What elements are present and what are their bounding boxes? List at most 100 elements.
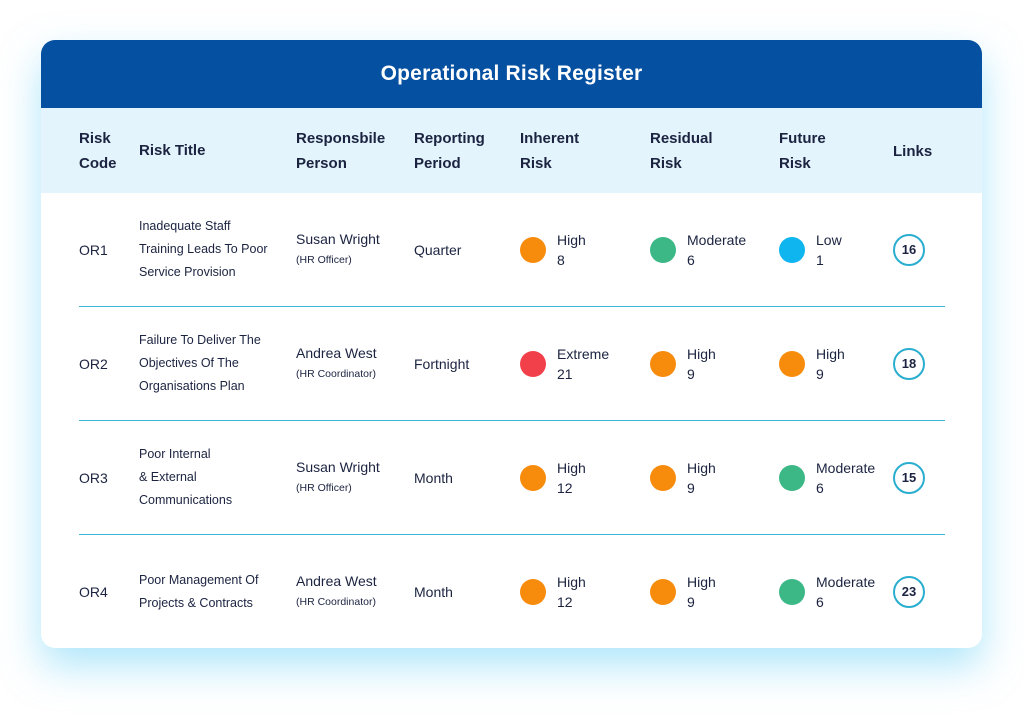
risk-level: Moderate <box>816 573 876 590</box>
risk-title-line: Organisations Plan <box>139 379 245 393</box>
links-cell: 16 <box>893 193 925 306</box>
links-cell: 18 <box>893 307 925 420</box>
header-line: Risk <box>520 155 552 172</box>
inherent-risk: High 12 <box>520 535 586 648</box>
risk-title-line: Poor Internal <box>139 447 211 461</box>
header-line: Links <box>893 143 933 160</box>
risk-title-line: Communications <box>139 493 233 507</box>
risk-level: High <box>557 459 586 476</box>
header-line: Responsbile <box>296 130 386 147</box>
inherent-risk: Extreme 21 <box>520 307 609 420</box>
person-role: (HR Coordinator) <box>296 595 376 608</box>
reporting-period: Month <box>414 469 453 486</box>
risk-level: Low <box>816 231 842 248</box>
risk-level: High <box>687 345 716 362</box>
risk-title-line: Inadequate Staff <box>139 219 231 233</box>
risk-title-line: Failure To Deliver The <box>139 333 261 347</box>
risk-level-dot-icon <box>779 578 805 605</box>
table-row[interactable]: OR1 Inadequate Staff Training Leads To Poo… <box>41 193 982 307</box>
table-row[interactable]: OR4 Poor Management Of Projects & Contract… <box>41 535 982 648</box>
risk-code: OR1 <box>79 241 108 258</box>
residual-risk: Moderate 6 <box>650 193 746 306</box>
risk-score: 6 <box>816 479 824 496</box>
header-line: Period <box>414 155 461 172</box>
risk-level: Moderate <box>687 231 747 248</box>
responsible-person: Andrea West (HR Coordinator) <box>296 307 377 420</box>
table-header: Risk Code Risk Title Responsbile Person Repor… <box>41 108 982 193</box>
risk-title-cell: Poor Internal & External Communications <box>139 421 279 534</box>
risk-code: OR2 <box>79 355 108 372</box>
future-risk: Moderate 6 <box>779 535 875 648</box>
risk-code: OR4 <box>79 583 108 600</box>
row-divider <box>79 534 945 535</box>
risk-score: 12 <box>557 593 573 610</box>
links-count-button[interactable]: 23 <box>893 575 925 608</box>
column-header-reporting-period: Reporting Period <box>414 126 485 176</box>
header-line: Risk Title <box>139 142 206 159</box>
column-header-future-risk: Future Risk <box>779 126 826 176</box>
risk-register-card: Operational Risk Register Risk Code Risk T… <box>41 40 982 648</box>
header-line: Risk <box>779 155 811 172</box>
links-count-button[interactable]: 15 <box>893 461 925 494</box>
reporting-period: Month <box>414 583 453 600</box>
header-line: Future <box>779 130 826 147</box>
risk-level-dot-icon <box>779 464 805 491</box>
risk-score: 21 <box>557 365 573 382</box>
responsible-person: Andrea West (HR Coordinator) <box>296 535 377 648</box>
risk-level-dot-icon <box>650 350 676 377</box>
column-header-risk-code: Risk Code <box>79 126 117 176</box>
risk-level: Moderate <box>816 459 876 476</box>
links-cell: 15 <box>893 421 925 534</box>
risk-score: 12 <box>557 479 573 496</box>
column-header-responsible-person: Responsbile Person <box>296 126 385 176</box>
risk-level: High <box>816 345 845 362</box>
header-line: Risk <box>79 130 111 147</box>
table-row[interactable]: OR2 Failure To Deliver The Objectives Of T… <box>41 307 982 421</box>
risk-title-line: Poor Management Of <box>139 572 259 587</box>
risk-level: High <box>687 573 716 590</box>
risk-title-line: & External <box>139 470 197 484</box>
risk-code: OR3 <box>79 469 108 486</box>
row-divider <box>79 420 945 421</box>
header-line: Risk <box>650 155 682 172</box>
risk-title-cell: Poor Management Of Projects & Contracts <box>139 535 279 648</box>
risk-level-dot-icon <box>650 578 676 605</box>
risk-level-dot-icon <box>650 464 676 491</box>
person-name: Andrea West <box>296 344 377 361</box>
header-line: Code <box>79 155 117 172</box>
column-header-links: Links <box>893 139 932 164</box>
risk-title-cell: Failure To Deliver The Objectives Of The O… <box>139 307 279 420</box>
links-cell: 23 <box>893 535 925 648</box>
risk-score: 8 <box>557 251 565 268</box>
future-risk: Low 1 <box>779 193 842 306</box>
reporting-period: Fortnight <box>414 355 470 372</box>
risk-score: 9 <box>687 593 695 610</box>
risk-title-cell: Inadequate Staff Training Leads To Poor Se… <box>139 193 279 306</box>
risk-level-dot-icon <box>779 236 805 263</box>
risk-level-dot-icon <box>520 350 546 377</box>
page-title: Operational Risk Register <box>41 40 982 108</box>
links-count-button[interactable]: 16 <box>893 233 925 266</box>
risk-title-line: Projects & Contracts <box>139 595 253 610</box>
responsible-person: Susan Wright (HR Officer) <box>296 193 380 306</box>
column-header-residual-risk: Residual Risk <box>650 126 713 176</box>
risk-level: High <box>687 459 716 476</box>
residual-risk: High 9 <box>650 421 716 534</box>
risk-score: 9 <box>687 479 695 496</box>
risk-level: High <box>557 573 586 590</box>
links-count-button[interactable]: 18 <box>893 347 925 380</box>
person-role: (HR Coordinator) <box>296 367 376 380</box>
future-risk: Moderate 6 <box>779 421 875 534</box>
risk-score: 9 <box>816 365 824 382</box>
table-row[interactable]: OR3 Poor Internal & External Communications… <box>41 421 982 535</box>
risk-level-dot-icon <box>520 578 546 605</box>
header-line: Person <box>296 155 347 172</box>
risk-title-line: Objectives Of The <box>139 356 239 370</box>
header-line: Reporting <box>414 130 485 147</box>
risk-level-dot-icon <box>779 350 805 377</box>
risk-score: 6 <box>687 251 695 268</box>
person-role: (HR Officer) <box>296 253 352 266</box>
header-line: Inherent <box>520 130 580 147</box>
risk-title-line: Service Provision <box>139 265 236 279</box>
header-line: Residual <box>650 130 713 147</box>
